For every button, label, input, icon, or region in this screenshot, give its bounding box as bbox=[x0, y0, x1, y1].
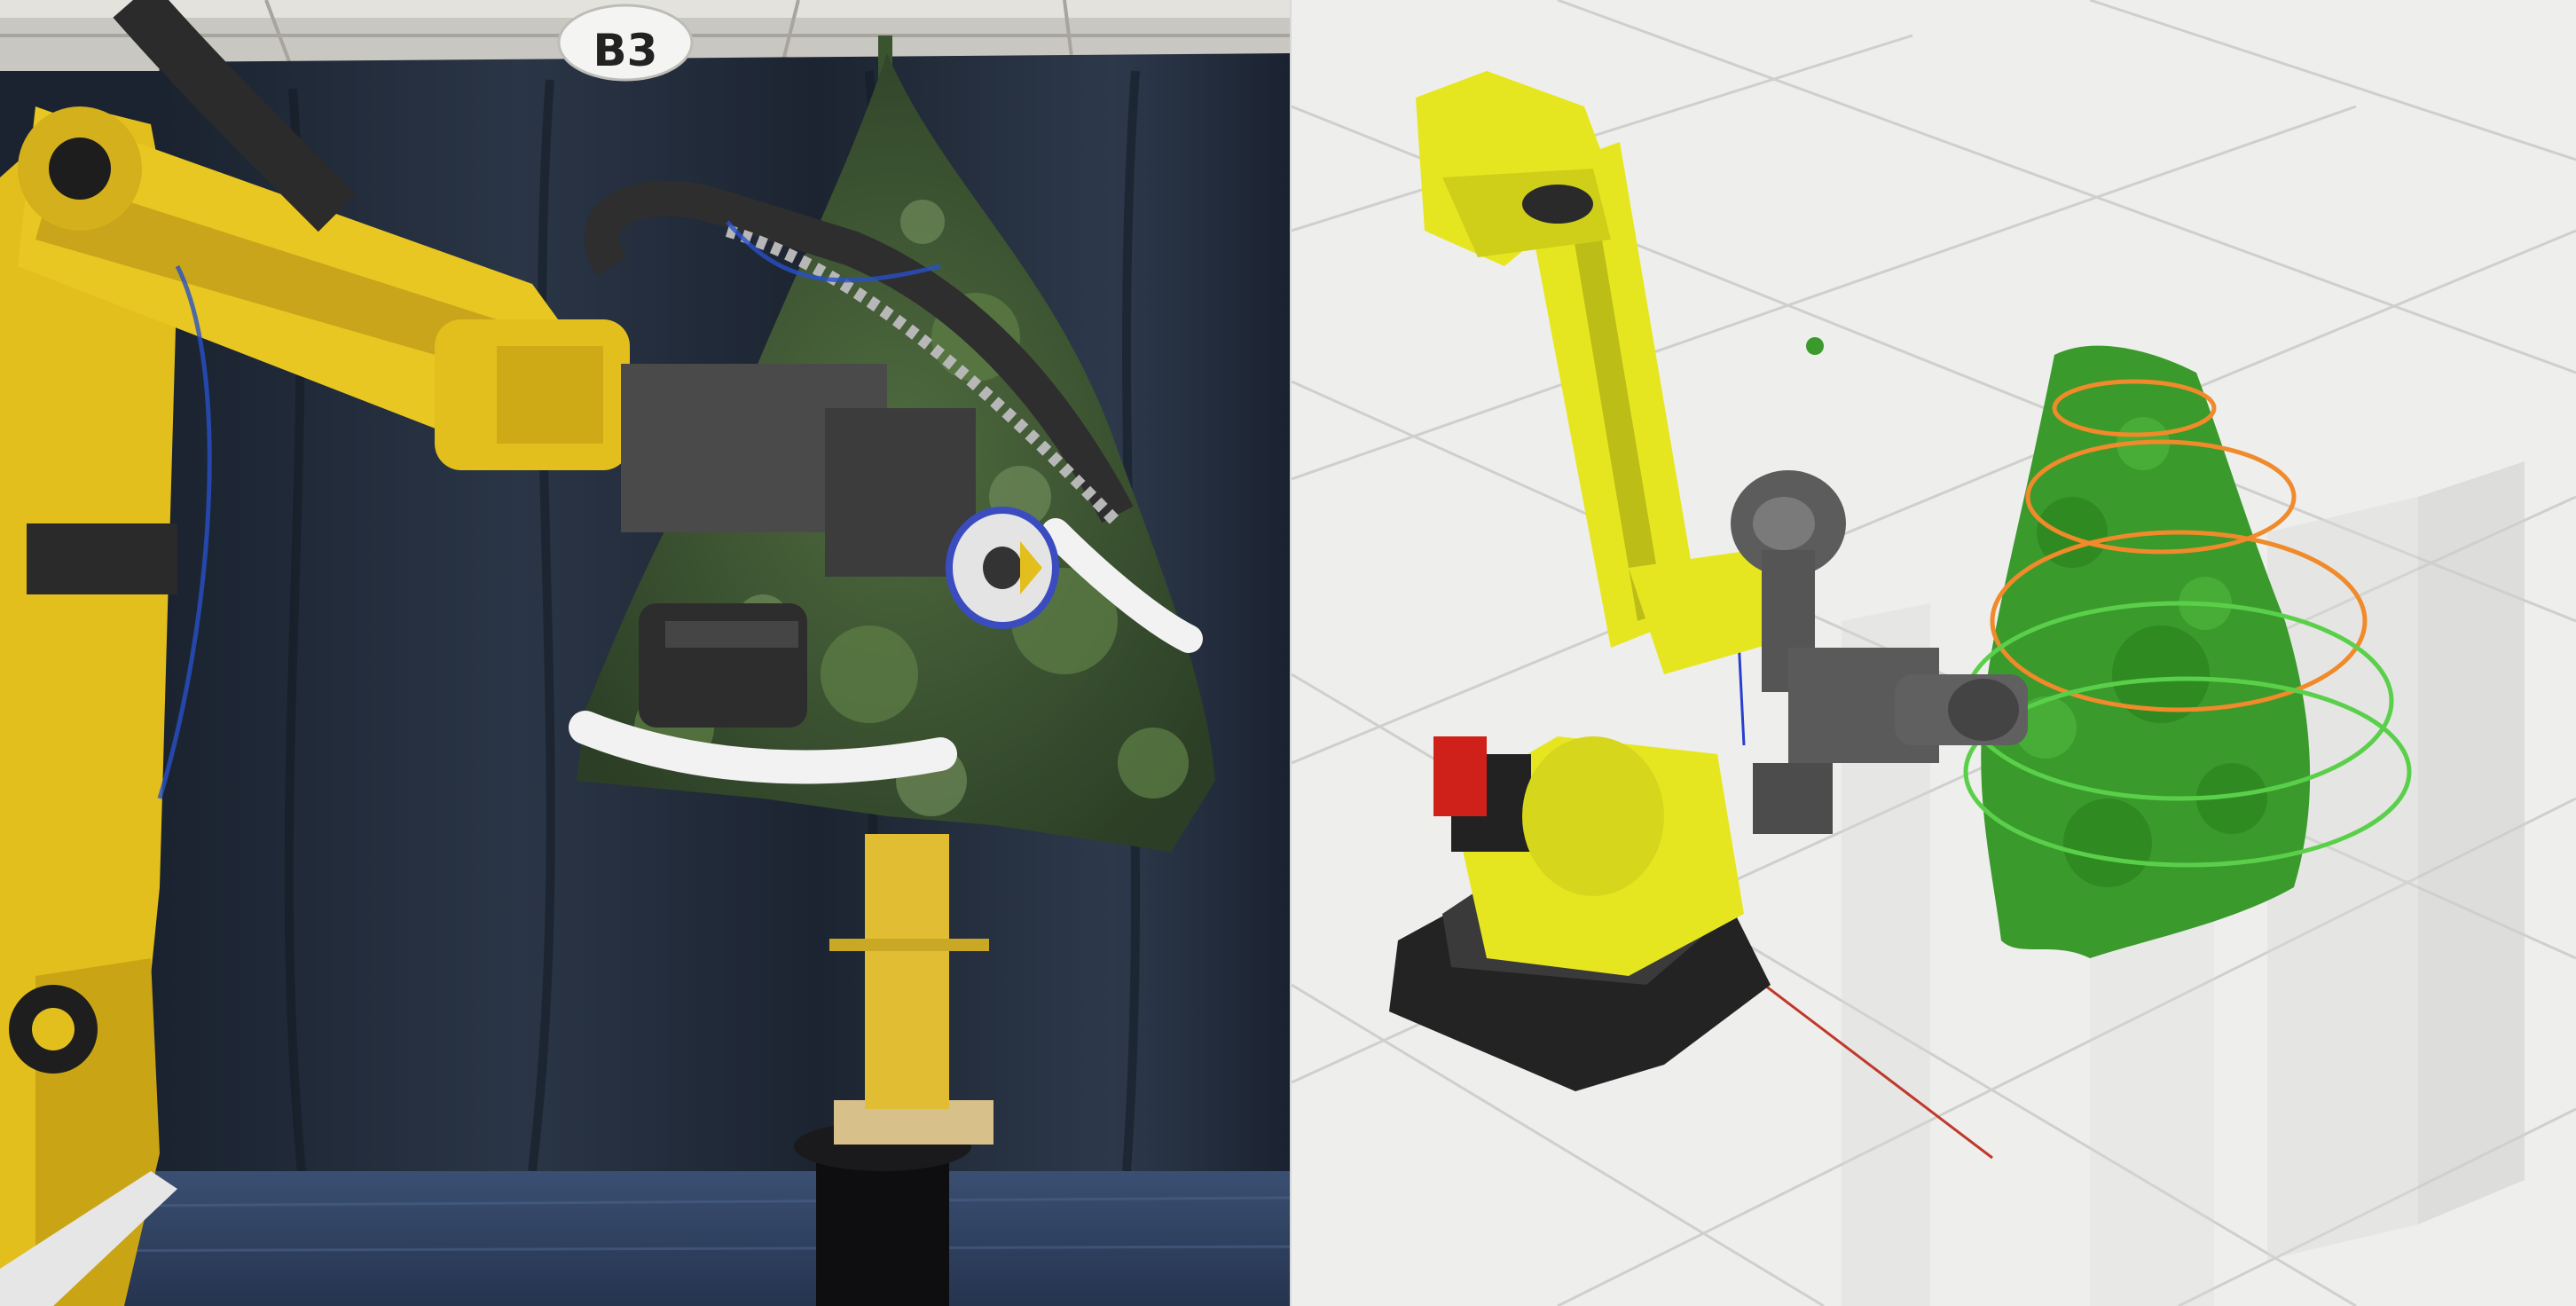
robot-model bbox=[1389, 71, 2028, 1091]
camera-view: B3 bbox=[0, 0, 1292, 1306]
floor bbox=[0, 1171, 1292, 1306]
booth-sign-label: B3 bbox=[593, 25, 658, 76]
tree-point-cloud bbox=[1806, 337, 2311, 958]
visualization-canvas bbox=[1292, 0, 2576, 1306]
spiral-trajectory bbox=[1963, 379, 2412, 868]
camera-scene: B3 bbox=[0, 0, 1292, 1306]
tree-stand bbox=[794, 834, 993, 1306]
booth-sign: B3 bbox=[557, 4, 694, 82]
robot-arm-real bbox=[0, 0, 1134, 1306]
3d-visualization-view bbox=[1292, 0, 2576, 1306]
